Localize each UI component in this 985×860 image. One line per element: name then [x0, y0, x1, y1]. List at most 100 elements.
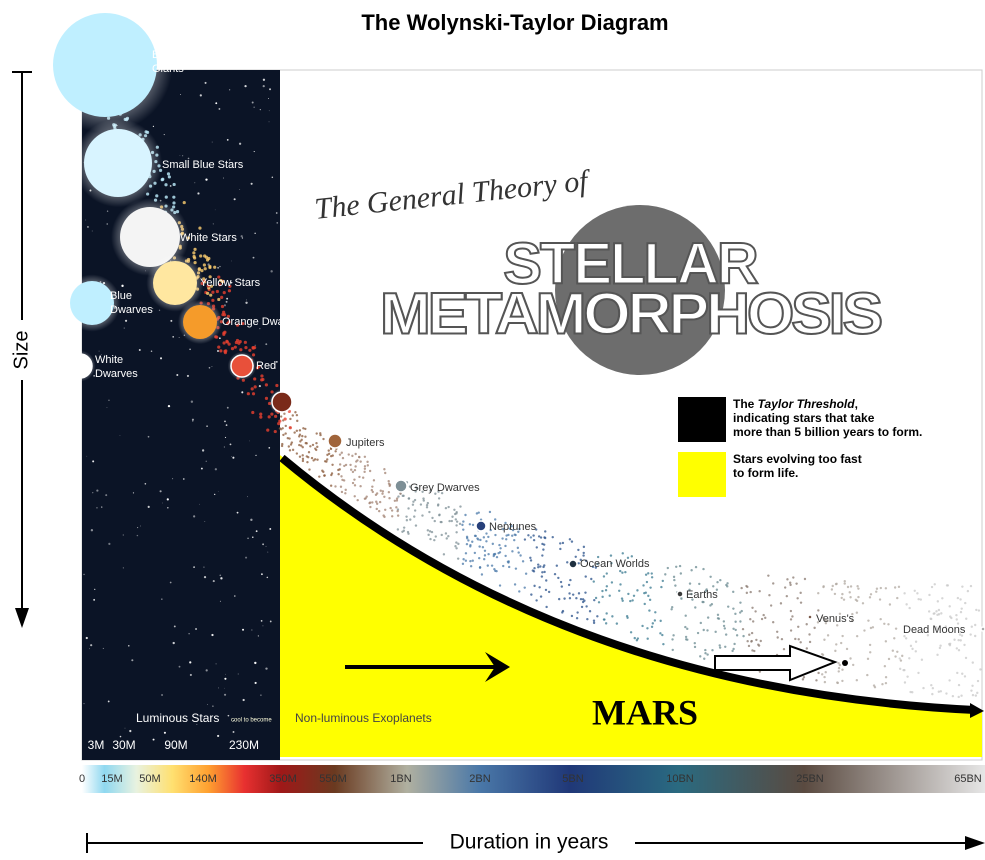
dot [654, 611, 656, 613]
star [254, 151, 255, 152]
dot [223, 291, 226, 294]
stage-label: Blue [152, 49, 174, 61]
dot [908, 607, 910, 609]
dot [351, 455, 353, 457]
dot [499, 584, 501, 586]
star [161, 694, 163, 696]
dot [239, 348, 242, 351]
stage-label: Red Dwarves [256, 360, 323, 372]
dot [799, 592, 801, 594]
dot [601, 596, 603, 598]
stage-label: Dwarves [110, 304, 153, 316]
star [256, 530, 258, 532]
dot [940, 690, 942, 692]
dot [659, 620, 661, 622]
dot [900, 659, 902, 661]
dot [265, 383, 268, 386]
star [215, 468, 217, 470]
dot [254, 385, 257, 388]
dot [524, 538, 526, 540]
dot [850, 585, 852, 587]
star [161, 598, 162, 599]
dot [203, 263, 206, 266]
dot [661, 634, 663, 636]
dot [371, 489, 373, 491]
dot [268, 415, 271, 418]
legend-text: more than 5 billion years to form. [733, 425, 922, 439]
dot [274, 430, 277, 433]
dot [487, 564, 489, 566]
star [170, 185, 172, 187]
star [267, 552, 268, 553]
star [253, 257, 255, 259]
star [107, 211, 108, 212]
dot [222, 333, 225, 336]
dot [326, 454, 328, 456]
dot [970, 585, 972, 587]
star [219, 574, 221, 576]
dot [601, 590, 603, 592]
dot [716, 581, 718, 583]
star [205, 82, 207, 84]
dot [647, 595, 649, 597]
dot [610, 554, 612, 556]
dot [319, 432, 321, 434]
dot [931, 693, 933, 695]
star [243, 699, 245, 701]
dot [305, 442, 307, 444]
dot [483, 536, 485, 538]
dot [492, 543, 494, 545]
dot [673, 579, 675, 581]
dot [920, 598, 922, 600]
dot [745, 585, 747, 587]
star [226, 424, 228, 426]
dot [879, 598, 881, 600]
dot [832, 585, 834, 587]
dot [406, 519, 408, 521]
legend-swatch [678, 452, 726, 497]
star [224, 688, 225, 689]
dot [790, 610, 792, 612]
dot [350, 469, 352, 471]
dot [209, 294, 212, 297]
stage-label: Earths [686, 589, 718, 601]
dot [606, 585, 608, 587]
dot [751, 632, 753, 634]
dot [740, 587, 742, 589]
dot [621, 572, 623, 574]
dot [948, 679, 950, 681]
star [128, 645, 129, 646]
dot [168, 175, 171, 178]
dot [464, 514, 466, 516]
star [276, 212, 278, 214]
star [172, 478, 173, 479]
dot [284, 432, 286, 434]
dot [844, 580, 846, 582]
star [259, 328, 260, 329]
dot [685, 615, 687, 617]
dot [221, 305, 224, 308]
dot [312, 444, 314, 446]
dot [339, 453, 341, 455]
dot [462, 558, 464, 560]
star [148, 506, 150, 508]
stage-marker [981, 627, 985, 631]
mars-dot [842, 660, 848, 666]
dot [869, 644, 871, 646]
dot [164, 183, 167, 186]
dot [671, 638, 673, 640]
star [207, 704, 208, 705]
dot [568, 592, 570, 594]
dot [952, 695, 954, 697]
star [124, 328, 125, 329]
dot [794, 638, 796, 640]
stage-label: Neptunes [489, 521, 537, 533]
dot [776, 631, 778, 633]
dot [712, 585, 714, 587]
stage-label: Dwarves [95, 368, 138, 380]
dot [958, 649, 960, 651]
dot [957, 639, 959, 641]
star [241, 235, 243, 237]
dot [647, 638, 649, 640]
dot [391, 515, 393, 517]
